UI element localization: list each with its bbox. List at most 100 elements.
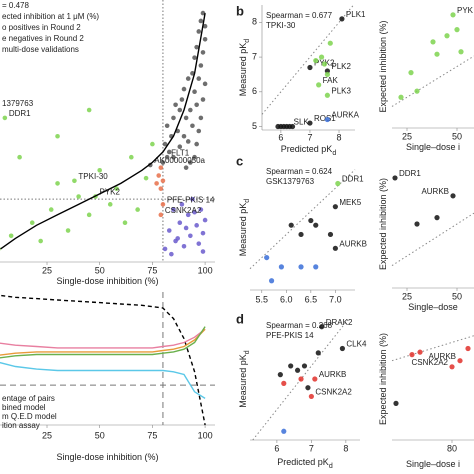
annotation: multi-dose validations: [2, 45, 79, 54]
y-axis-label-sub: d: [244, 39, 251, 43]
point: [179, 202, 185, 207]
x-axis-label: Predicted pKd: [281, 144, 337, 157]
point: [171, 115, 176, 121]
y-axis-label: Expected inhibition (%): [378, 20, 388, 112]
point: [198, 115, 204, 121]
annotation: PFE-PKIS 14: [266, 331, 314, 340]
point: [158, 186, 164, 191]
point-label: DDR1: [399, 169, 421, 178]
point-label: AURKB: [339, 239, 367, 248]
point: [449, 364, 455, 370]
point: [321, 61, 328, 67]
series-line: [0, 12, 206, 250]
point: [305, 385, 311, 391]
point: [129, 154, 134, 160]
point: [307, 120, 313, 126]
annotation: TPKI-30: [266, 21, 296, 30]
point-label: CSNK2A2: [315, 388, 352, 397]
point: [458, 49, 464, 55]
point: [198, 18, 204, 24]
point: [55, 133, 60, 139]
point: [450, 12, 456, 18]
point: [156, 173, 162, 178]
point: [294, 367, 301, 373]
x-tick-label: 8: [343, 443, 348, 453]
series-line: [0, 326, 206, 359]
y-tick-label: 6: [252, 86, 257, 96]
point: [17, 154, 22, 160]
point-label: FLT1: [171, 148, 190, 157]
point: [339, 16, 345, 22]
x-axis-label: Single-dose inhibition (%): [56, 452, 158, 462]
x-tick-label: 50: [95, 430, 105, 440]
point-label: CSNK2A2: [165, 206, 202, 215]
point-label: CLK4: [346, 340, 367, 349]
point: [308, 217, 314, 224]
x-tick-label: 75: [147, 430, 157, 440]
point: [289, 123, 296, 130]
point: [181, 133, 187, 139]
point: [114, 186, 119, 191]
point: [278, 264, 285, 270]
point: [194, 141, 199, 147]
panel-letter: b: [236, 3, 244, 18]
point: [315, 350, 321, 356]
point-label: AURKB: [421, 187, 449, 196]
x-axis-label-text: Single-dose inhibition (%): [56, 276, 158, 286]
point: [76, 194, 81, 199]
x-tick-label: 8: [337, 132, 342, 142]
x-tick-label: 25: [402, 291, 412, 301]
panel: 25 50 75 100 Single-dose inhibition (%) = 0.4…: [0, 0, 215, 286]
point: [313, 222, 319, 228]
annotation: Spearman = 0.268: [266, 321, 333, 330]
point: [158, 165, 164, 170]
x-tick-label: 7: [309, 443, 314, 453]
x-tick-label: 50: [452, 291, 462, 301]
point: [316, 82, 322, 88]
point: [202, 37, 208, 42]
point-label: DRAK2: [326, 318, 353, 327]
point: [143, 175, 149, 181]
x-tick-label: 7.0: [329, 294, 342, 304]
point: [179, 97, 185, 102]
point-label: CSNK2A2: [412, 358, 449, 367]
point: [160, 202, 166, 207]
point: [281, 380, 287, 386]
point: [166, 149, 172, 155]
point: [192, 89, 197, 94]
point-label: AURKB: [428, 352, 456, 361]
x-tick-label: 100: [198, 430, 213, 440]
point: [324, 116, 330, 123]
point: [177, 107, 183, 113]
point: [185, 76, 191, 81]
y-tick-label: 8: [252, 17, 257, 27]
x-axis-label-text: Single–dose: [408, 302, 458, 312]
point: [332, 204, 338, 210]
point: [169, 251, 174, 257]
point: [408, 70, 414, 76]
point: [281, 428, 287, 434]
point: [332, 245, 338, 251]
point: [173, 102, 178, 108]
y-axis-label-text: Expected inhibition (%): [378, 178, 388, 270]
point-label: FAK: [323, 76, 339, 85]
x-tick-label: 6: [278, 132, 283, 142]
panel: 80 Single–dose i Expected inhibition (%) CS…: [378, 333, 474, 469]
y-axis-label-sub: d: [244, 350, 251, 354]
point-label: PLK2: [331, 62, 351, 71]
point: [392, 175, 398, 181]
point: [196, 29, 202, 34]
point: [175, 236, 180, 241]
series-line: [0, 294, 206, 426]
point: [183, 115, 189, 121]
point: [277, 372, 283, 378]
point: [192, 209, 197, 215]
point-label: PYK2: [99, 188, 120, 197]
y-axis-label-text: Expected inhibition (%): [378, 333, 388, 425]
point: [298, 231, 304, 238]
point: [409, 352, 415, 358]
